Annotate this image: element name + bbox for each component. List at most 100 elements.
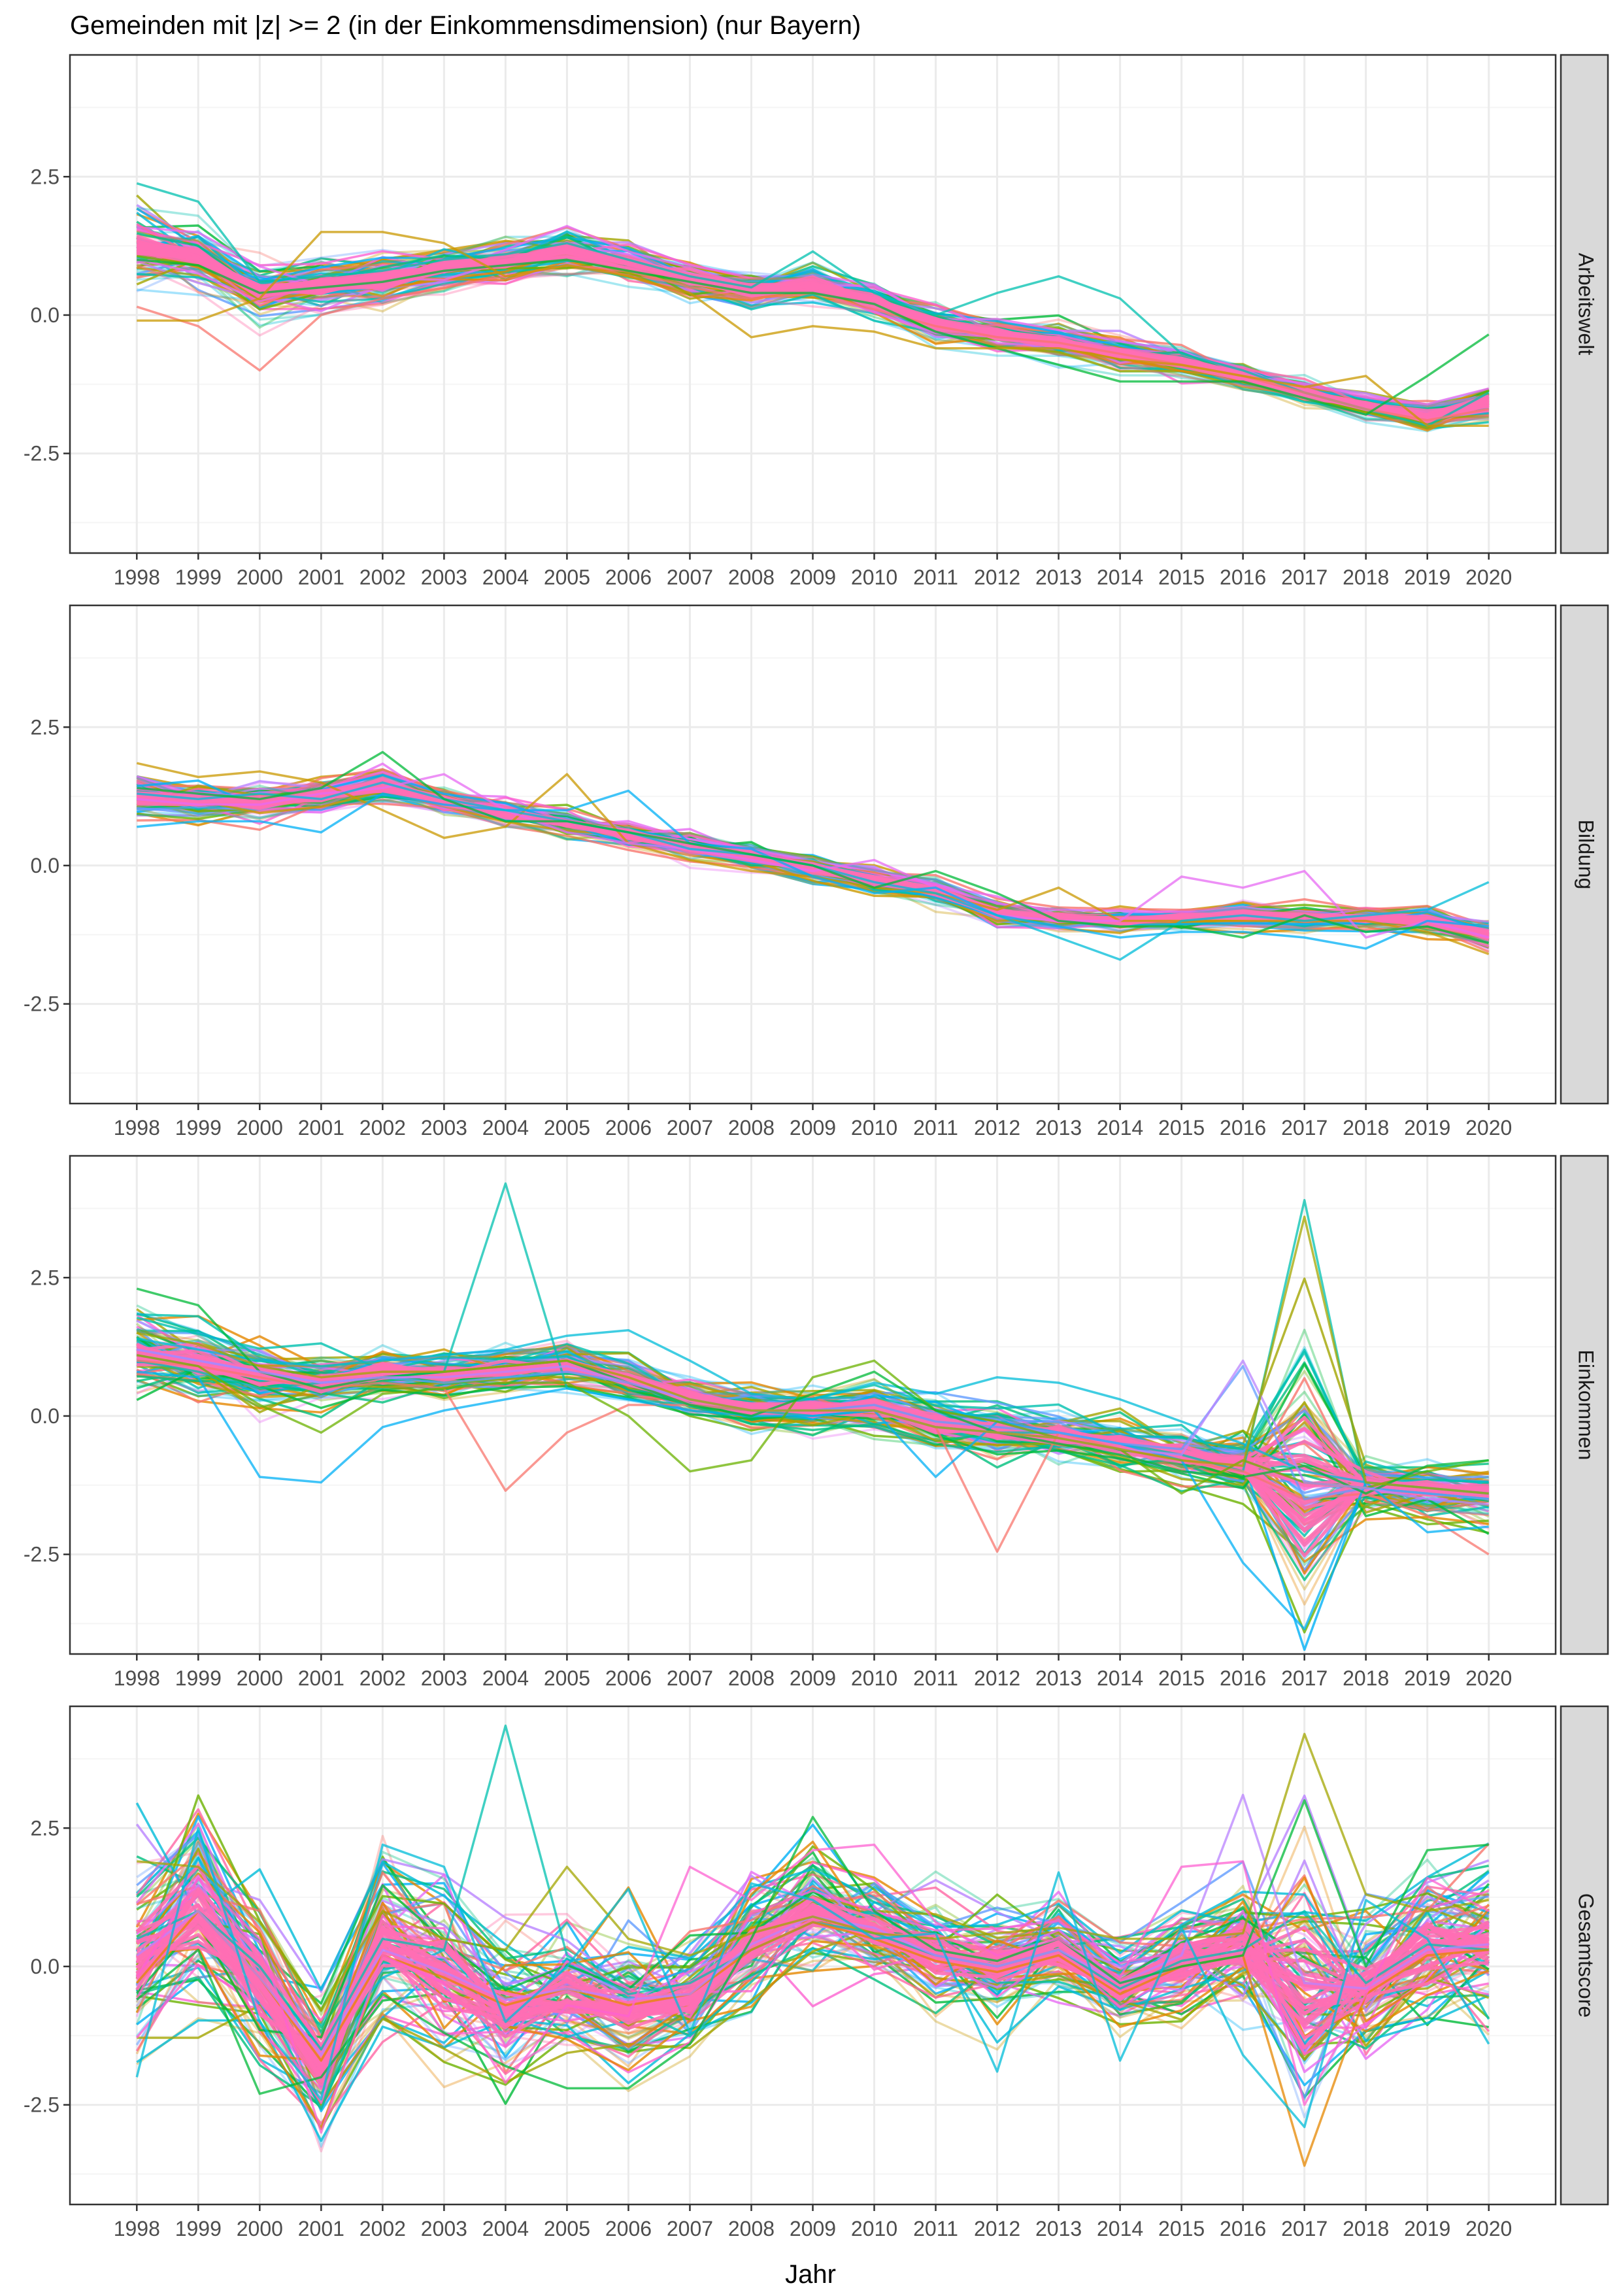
- x-tick-label: 2012: [974, 2217, 1020, 2240]
- x-tick-label: 2001: [298, 566, 344, 589]
- y-tick-label: 2.5: [31, 1816, 59, 1840]
- x-tick-label: 2007: [667, 1116, 713, 1140]
- x-tick-label: 2004: [482, 1666, 529, 1690]
- x-tick-label: 2015: [1158, 566, 1205, 589]
- x-tick-label: 2002: [359, 566, 406, 589]
- facet-strip: [1560, 604, 1609, 1105]
- x-tick-label: 2016: [1220, 2217, 1266, 2240]
- x-tick-label: 2016: [1220, 1666, 1266, 1690]
- x-tick-label: 2009: [790, 2217, 836, 2240]
- chart-title: Gemeinden mit |z| >= 2 (in der Einkommen…: [70, 11, 861, 40]
- x-tick-label: 2005: [544, 566, 590, 589]
- series-lines: [136, 1182, 1490, 1651]
- x-tick-label: 1998: [114, 2217, 160, 2240]
- x-tick-label: 2020: [1465, 1666, 1512, 1690]
- x-tick-label: 2004: [482, 2217, 529, 2240]
- x-tick-label: 2018: [1343, 2217, 1389, 2240]
- x-tick-label: 2018: [1343, 566, 1389, 589]
- series-lines: [136, 182, 1490, 433]
- series-line: [136, 1215, 1489, 1495]
- facet-strip-label: Einkommen: [1575, 1350, 1598, 1460]
- x-tick-label: 2001: [298, 1666, 344, 1690]
- series-line: [136, 1347, 1489, 1533]
- x-tick-label: 2015: [1158, 2217, 1205, 2240]
- series-line: [136, 1277, 1489, 1487]
- x-tick-label: 2000: [237, 1666, 283, 1690]
- x-tick-label: 2010: [851, 2217, 897, 2240]
- x-tick-label: 2012: [974, 566, 1020, 589]
- x-tick-label: 2006: [605, 1116, 652, 1140]
- x-tick-label: 2016: [1220, 566, 1266, 589]
- y-tick-label: 0.0: [31, 1404, 59, 1428]
- x-tick-label: 2002: [359, 2217, 406, 2240]
- series-line: [137, 773, 1490, 939]
- x-tick-label: 2012: [974, 1666, 1020, 1690]
- panel-bildung: -2.5 0.0 2.5 1998 1999 2000 2001 2002 2003 2004 20…: [24, 604, 1609, 1140]
- y-tick-label: 0.0: [31, 303, 59, 327]
- x-tick-label: 2020: [1465, 1116, 1512, 1140]
- x-tick-label: 2019: [1404, 1666, 1450, 1690]
- x-tick-label: 2009: [790, 1116, 836, 1140]
- x-tick-label: 2007: [667, 1666, 713, 1690]
- x-tick-label: 2000: [237, 1116, 283, 1140]
- panel-einkommen: -2.5 0.0 2.5 1998 1999 2000 2001 2002 2003 2004 20…: [24, 1155, 1609, 1690]
- series-lines: [135, 1724, 1490, 2167]
- x-tick-label: 2017: [1281, 2217, 1328, 2240]
- x-tick-label: 2009: [790, 566, 836, 589]
- series-line: [135, 1912, 1490, 2055]
- facet-strip: [1560, 1705, 1609, 2206]
- y-tick-label: 0.0: [31, 854, 59, 877]
- x-tick-label: 2009: [790, 1666, 836, 1690]
- y-tick-label: 2.5: [31, 715, 59, 739]
- x-tick-label: 2017: [1281, 1666, 1328, 1690]
- series-line: [136, 182, 1490, 428]
- x-tick-label: 2015: [1158, 1666, 1205, 1690]
- x-tick-label: 1999: [175, 1116, 222, 1140]
- facet-strip-label: Arbeitswelt: [1575, 253, 1598, 356]
- x-tick-label: 2005: [544, 2217, 590, 2240]
- x-tick-label: 2006: [605, 566, 652, 589]
- series-line: [137, 770, 1490, 927]
- x-tick-label: 2003: [421, 1666, 467, 1690]
- x-tick-label: 2006: [605, 1666, 652, 1690]
- series-line: [137, 1951, 1490, 2131]
- x-tick-label: 2007: [667, 2217, 713, 2240]
- x-tick-label: 2020: [1465, 2217, 1512, 2240]
- x-tick-label: 2004: [482, 566, 529, 589]
- series-line: [135, 1827, 1490, 2129]
- x-tick-label: 2003: [421, 1116, 467, 1140]
- series-line: [135, 1825, 1489, 2089]
- x-tick-label: 2001: [298, 1116, 344, 1140]
- panels-layer: -2.5 0.0 2.5 1998 1999 2000 2001 2002 2003 2004 20…: [24, 54, 1609, 2240]
- x-tick-label: 2014: [1097, 1666, 1143, 1690]
- y-tick-label: -2.5: [24, 1543, 59, 1566]
- x-tick-label: 2005: [544, 1666, 590, 1690]
- x-tick-label: 2003: [421, 566, 467, 589]
- x-tick-label: 2002: [359, 1666, 406, 1690]
- x-tick-label: 1999: [175, 1666, 222, 1690]
- series-line: [136, 1799, 1489, 2095]
- series-line: [137, 231, 1489, 428]
- x-tick-label: 2016: [1220, 1116, 1266, 1140]
- series-line: [136, 1287, 1489, 1495]
- panel-gesamtscore: -2.5 0.0 2.5 1998 1999 2000 2001 2002 2003 2004 20…: [24, 1705, 1609, 2240]
- x-tick-label: 2010: [851, 1666, 897, 1690]
- y-tick-label: 2.5: [31, 1266, 59, 1289]
- series-line: [136, 1360, 1490, 1581]
- y-tick-label: -2.5: [24, 992, 59, 1016]
- x-tick-label: 2008: [728, 2217, 775, 2240]
- x-tick-label: 2013: [1035, 1116, 1082, 1140]
- series-line: [136, 245, 1490, 420]
- x-tick-label: 2017: [1281, 1116, 1328, 1140]
- x-tick-label: 2008: [728, 1666, 775, 1690]
- facet-strip: [1560, 1155, 1609, 1655]
- x-tick-label: 2002: [359, 1116, 406, 1140]
- series-line: [137, 1370, 1489, 1630]
- series-line: [136, 1367, 1489, 1563]
- x-tick-label: 2013: [1035, 1666, 1082, 1690]
- x-tick-label: 2018: [1343, 1666, 1389, 1690]
- series-line: [135, 1910, 1489, 2167]
- x-tick-label: 2017: [1281, 566, 1328, 589]
- series-line: [136, 1354, 1490, 1495]
